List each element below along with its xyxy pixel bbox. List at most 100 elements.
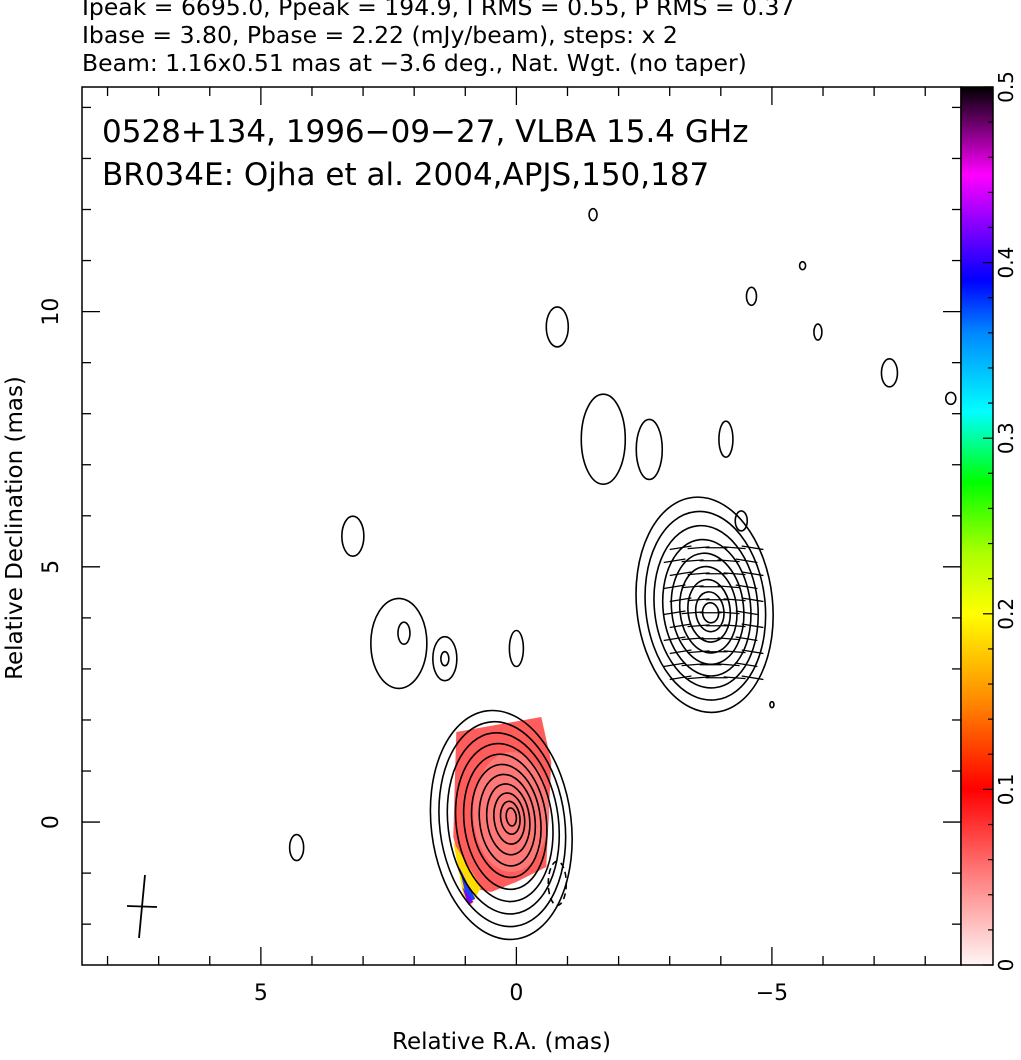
jet-contour	[644, 510, 767, 701]
colorbar-tick-label: 0.4	[994, 247, 1018, 279]
polarization-vector	[741, 623, 764, 629]
polarization-vector	[723, 598, 746, 602]
beam-cross	[126, 874, 158, 939]
minor-contour	[944, 391, 957, 406]
polarization-edge-yellow	[453, 841, 482, 905]
polarization-vector	[669, 623, 692, 629]
polarization-vector	[723, 650, 746, 654]
source-annotation-line1: 0528+134, 1996−09−27, VLBA 15.4 GHz	[102, 114, 748, 150]
colorbar	[961, 87, 993, 965]
core-contour	[429, 709, 573, 941]
axis-ticks	[82, 87, 961, 965]
polarization-vector	[717, 663, 740, 667]
jet-contour	[694, 591, 725, 633]
polarization-vector	[717, 611, 740, 615]
polarization-vector	[663, 584, 686, 590]
core-contour	[478, 773, 537, 867]
minor-contour	[288, 833, 305, 862]
colorbar-tick-label: 0.2	[994, 598, 1018, 630]
polarization-vector	[741, 649, 764, 655]
polarization-vector	[723, 546, 746, 550]
core-contour	[505, 807, 518, 827]
core-contour	[438, 720, 567, 928]
y-tick-label: 0	[39, 815, 64, 829]
jet-contour	[653, 524, 760, 689]
minor-contour	[580, 393, 627, 486]
jet-contour	[678, 565, 738, 654]
polarization-vectors	[663, 545, 764, 681]
core-contour	[454, 742, 554, 903]
minor-contour	[370, 597, 428, 690]
minor-contour	[508, 629, 525, 668]
polarization-vector	[723, 572, 746, 576]
x-axis-label: Relative R.A. (mas)	[392, 1029, 611, 1055]
colorbar-tick-label: 0	[994, 959, 1018, 972]
y-axis-label: Relative Declination (mas)	[2, 376, 28, 680]
polarization-vector	[723, 676, 746, 680]
minor-contour	[813, 323, 823, 341]
polarization-vector	[669, 545, 692, 551]
minor-contour	[718, 420, 734, 459]
minor-contour	[547, 860, 568, 907]
jet-contour	[661, 538, 752, 677]
minor-contour	[798, 260, 807, 271]
minor-contour-inner	[440, 650, 450, 667]
polarization-vector	[741, 597, 764, 603]
polarization-vector	[723, 624, 746, 628]
x-tick-label: 0	[509, 981, 523, 1006]
y-tick-label: 10	[39, 298, 64, 326]
minor-contour	[432, 635, 458, 682]
minor-contour	[588, 207, 598, 222]
header-line-3: Beam: 1.16x0.51 mas at −3.6 deg., Nat. W…	[82, 49, 747, 77]
polarization-vector	[663, 662, 686, 668]
colorbar-tick-label: 0.1	[994, 773, 1018, 805]
minor-contour	[341, 515, 365, 558]
core-contour	[462, 753, 548, 891]
polarization-vector	[717, 585, 740, 589]
polarization-vector	[741, 571, 764, 577]
source-annotation-line2: BR034E: Ojha et al. 2004,APJS,150,187	[102, 157, 709, 193]
tick-labels: 5 0 −5 0 5 10	[39, 298, 788, 1006]
minor-contour	[880, 358, 899, 388]
minor-contour	[545, 306, 570, 348]
jet-contour	[635, 496, 774, 714]
polarization-vector	[735, 662, 758, 668]
colorbar-tick-label: 0.5	[994, 71, 1018, 103]
polarization-vector	[669, 675, 692, 681]
header-line-1: Ipeak = 6695.0, Ppeak = 194.9, I RMS = 0…	[82, 0, 795, 21]
polarization-vector	[717, 559, 740, 563]
polarization-vector	[663, 558, 686, 564]
core-contour	[499, 800, 521, 835]
minor-contour	[769, 700, 775, 709]
polarization-vector	[735, 584, 758, 590]
colorbar-tick-labels: 0 0.1 0.2 0.3 0.4 0.5	[994, 71, 1018, 971]
minor-contour	[745, 286, 758, 307]
x-tick-label: −5	[756, 981, 788, 1006]
x-tick-label: 5	[254, 981, 268, 1006]
colorbar-ticks	[983, 86, 993, 966]
colorbar-tick-label: 0.3	[994, 422, 1018, 454]
polarization-vector	[717, 637, 740, 641]
polarization-vector	[663, 636, 686, 642]
polarization-vector	[741, 675, 764, 681]
core-contour	[493, 792, 526, 845]
core-contour	[446, 731, 561, 915]
polarization-edge-violet	[462, 886, 474, 905]
minor-contour	[734, 510, 749, 532]
header-line-2: Ibase = 3.80, Pbase = 2.22 (mJy/beam), s…	[82, 21, 678, 49]
polarization-vector	[669, 571, 692, 577]
y-tick-label: 5	[39, 560, 64, 574]
minor-contour-inner	[397, 621, 411, 645]
colorbar-frame	[960, 86, 994, 966]
polarization-vector	[735, 558, 758, 564]
polarization-vector	[735, 636, 758, 642]
polarization-vector	[669, 649, 692, 655]
polarization-vector	[735, 610, 758, 616]
polarization-vector	[741, 545, 764, 551]
polarization-peak	[473, 751, 550, 872]
minor-contour	[635, 418, 664, 481]
contours	[288, 207, 957, 941]
polarization-vector	[669, 597, 692, 603]
polarization-vector	[663, 610, 686, 616]
